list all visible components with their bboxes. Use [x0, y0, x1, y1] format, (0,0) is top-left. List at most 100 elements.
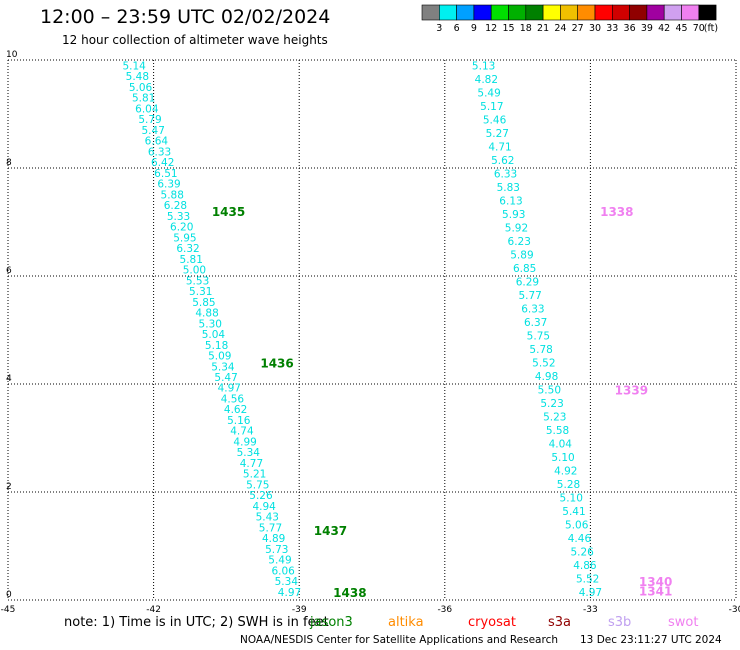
- swh-value: 4.71: [488, 141, 511, 153]
- swh-value: 5.73: [265, 544, 288, 556]
- swh-value: 5.88: [161, 189, 184, 201]
- scale-swatch: [577, 4, 596, 21]
- swh-value: 6.04: [135, 103, 159, 115]
- legend-cryosat: cryosat: [468, 615, 516, 630]
- swh-value: 5.48: [126, 71, 149, 83]
- x-tick-label: -42: [146, 605, 161, 615]
- swh-value: 6.39: [157, 179, 180, 191]
- swh-value: 4.98: [535, 371, 558, 383]
- swh-value: 5.92: [505, 222, 528, 234]
- swh-value: 4.99: [233, 436, 256, 448]
- swh-value: 4.97: [579, 587, 602, 599]
- swh-value: 5.58: [546, 425, 569, 437]
- swh-value: 6.33: [494, 168, 517, 180]
- track-swot: 5.134.825.495.175.465.274.715.626.335.83…: [472, 60, 672, 599]
- swh-value: 4.97: [218, 383, 241, 395]
- swh-value: 6.23: [508, 236, 531, 248]
- swh-value: 5.49: [477, 87, 500, 99]
- scale-label: 24: [554, 23, 566, 34]
- swh-value: 4.56: [221, 393, 245, 405]
- swh-value: 4.89: [262, 533, 285, 545]
- scale-swatch: [456, 4, 475, 21]
- swh-value: 6.13: [499, 195, 522, 207]
- swh-value: 4.86: [573, 560, 597, 572]
- swh-value: 5.27: [486, 128, 509, 140]
- color-scale-legend: 3 6 9 12 15 18 21 24 27 30 33 36 39 42 45 70(ft): [421, 4, 718, 34]
- scale-swatch: [525, 4, 544, 21]
- swh-value: 6.32: [176, 243, 199, 255]
- swh-value: 5.31: [189, 286, 212, 298]
- swh-value: 5.79: [138, 114, 161, 126]
- time-label: 1341: [639, 584, 672, 598]
- swh-value: 5.34: [275, 576, 299, 588]
- swh-value: 5.21: [243, 469, 266, 481]
- legend-swot: swot: [668, 615, 698, 630]
- swh-value: 4.46: [568, 533, 592, 545]
- legend-altika: altika: [388, 615, 424, 630]
- scale-label: 12: [485, 23, 497, 34]
- footer-timestamp: 13 Dec 23:11:27 UTC 2024: [580, 634, 722, 646]
- time-label: 1437: [314, 524, 347, 538]
- swh-value: 5.26: [249, 490, 273, 502]
- y-tick-label: 6: [6, 266, 12, 276]
- legend-jason3: jason3: [309, 615, 353, 630]
- swh-value: 5.75: [246, 479, 269, 491]
- swh-value: 6.37: [524, 317, 547, 329]
- swh-value: 6.20: [170, 222, 193, 234]
- swh-value: 5.83: [497, 182, 520, 194]
- swh-value: 5.17: [480, 101, 503, 113]
- swh-value: 6.51: [154, 168, 177, 180]
- y-tick-label: 4: [6, 374, 12, 384]
- x-tick-label: -45: [1, 605, 16, 615]
- scale-swatch: [663, 4, 682, 21]
- swh-value: 5.28: [557, 479, 580, 491]
- scale-label: 45: [675, 23, 687, 34]
- swh-value: 5.00: [183, 265, 206, 277]
- swh-value: 5.10: [551, 452, 574, 464]
- scale-swatch: [490, 4, 509, 21]
- scale-swatch: [698, 4, 717, 21]
- swh-value: 5.81: [180, 254, 203, 266]
- footer-credit: NOAA/NESDIS Center for Satellite Applica…: [240, 634, 558, 646]
- swh-value: 5.30: [199, 318, 222, 330]
- swh-value: 4.88: [195, 308, 218, 320]
- swh-value: 5.23: [543, 411, 566, 423]
- legend-s3a: s3a: [548, 615, 571, 630]
- swh-value: 6.28: [164, 200, 187, 212]
- time-label: 1338: [600, 205, 633, 219]
- track-jason3: 5.145.485.065.816.045.795.476.646.336.42…: [122, 60, 366, 600]
- scale-swatch: [542, 4, 561, 21]
- scale-label: 42: [658, 23, 670, 34]
- chart-subtitle: 12 hour collection of altimeter wave hei…: [62, 33, 328, 47]
- swh-value: 5.52: [532, 357, 555, 369]
- scale-swatch: [473, 4, 492, 21]
- scale-swatch: [629, 4, 648, 21]
- scale-swatch: [508, 4, 527, 21]
- swh-value: 5.46: [483, 114, 507, 126]
- swh-value: 4.74: [230, 426, 254, 438]
- scale-label: 15: [502, 23, 514, 34]
- scale-label: 39: [641, 23, 653, 34]
- swh-value: 5.13: [472, 60, 495, 72]
- swh-value: 5.34: [237, 447, 261, 459]
- satellite-tracks: 5.145.485.065.816.045.795.476.646.336.42…: [122, 60, 672, 600]
- scale-swatch: [611, 4, 630, 21]
- swh-value: 5.78: [529, 344, 552, 356]
- scale-label: 6: [454, 23, 460, 34]
- swh-value: 5.34: [211, 361, 235, 373]
- swh-value: 5.14: [122, 60, 146, 72]
- x-tick-label: -33: [583, 605, 598, 615]
- y-tick-label: 8: [6, 158, 12, 168]
- y-tick-label: 10: [6, 50, 18, 60]
- swh-value: 5.50: [538, 384, 561, 396]
- chart-title: 12:00 – 23:59 UTC 02/02/2024: [40, 6, 331, 28]
- scale-label: 3: [436, 23, 442, 34]
- swh-value: 5.93: [502, 209, 525, 221]
- swh-value: 6.29: [516, 276, 539, 288]
- swh-value: 5.77: [259, 522, 282, 534]
- scale-swatch: [681, 4, 700, 21]
- swh-value: 5.10: [560, 492, 583, 504]
- swh-value: 5.06: [565, 519, 589, 531]
- swh-value: 5.33: [167, 211, 190, 223]
